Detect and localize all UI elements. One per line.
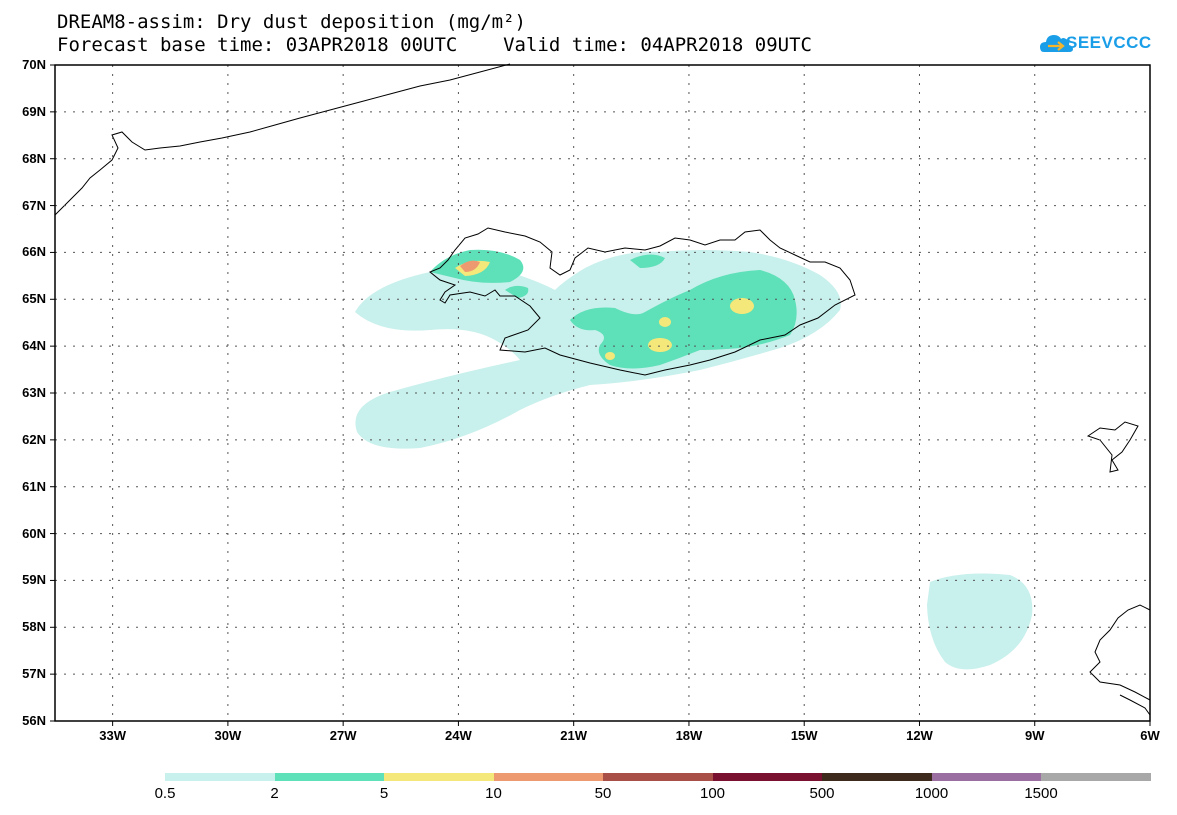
contour-2-main: [570, 270, 797, 369]
iceland-coast: [429, 227, 856, 376]
lon-label: 33W: [99, 728, 126, 743]
legend-label: 2: [270, 785, 279, 802]
lon-label: 24W: [445, 728, 472, 743]
legend-label: 5: [379, 785, 389, 802]
lon-label: 15W: [790, 728, 818, 743]
lon-label: 6W: [1140, 728, 1160, 743]
legend-swatch: [274, 773, 384, 781]
legend-label: 1000: [914, 785, 949, 802]
lat-label: 62N: [22, 431, 46, 447]
legend-swatch: [384, 773, 494, 781]
legend-label: 1500: [1024, 785, 1058, 802]
coastlines: [54, 63, 1151, 716]
lon-label: 12W: [906, 728, 933, 743]
contour-2-small: [505, 285, 529, 298]
legend-swatch: [822, 773, 932, 781]
dust-contours: [355, 249, 1033, 670]
contour-5-east: [730, 298, 754, 314]
legend-swatch: [165, 773, 275, 781]
lat-label: 64N: [22, 338, 46, 354]
lon-label: 9W: [1024, 728, 1045, 743]
faroe-coast: [1086, 421, 1139, 473]
contour-5-center: [659, 317, 671, 327]
contour-5-sw: [605, 352, 615, 360]
lon-label: 30W: [214, 728, 242, 743]
greenland-coast: [54, 63, 511, 216]
legend-swatch: [931, 773, 1041, 781]
scotland-coast: [1089, 604, 1151, 701]
legend-label: 100: [699, 785, 726, 802]
legend-swatch: [1041, 773, 1151, 781]
lat-label: 63N: [22, 385, 46, 400]
cloud-logo-icon: [1040, 35, 1073, 52]
chart-title: DREAM8-assim: Dry dust deposition (mg/m²…: [57, 11, 526, 33]
legend-label: 0.5: [154, 785, 176, 802]
hebrides-coast: [1119, 694, 1151, 716]
lat-label: 56N: [22, 713, 46, 728]
ticks: [50, 64, 1151, 726]
lat-label: 66N: [22, 244, 46, 260]
legend-label: 50: [594, 785, 612, 802]
lat-label: 69N: [22, 103, 46, 119]
lat-label: 57N: [22, 666, 46, 682]
chart-subtitle: Forecast base time: 03APR2018 00UTC Vali…: [57, 34, 812, 56]
lat-label: 59N: [22, 572, 46, 588]
contour-2-north: [630, 254, 665, 268]
lat-label: 60N: [22, 525, 46, 541]
lon-label: 18W: [675, 728, 703, 743]
grid-lines: [55, 65, 1150, 721]
logo-text: SEEVCCC: [1066, 33, 1152, 52]
contour-10-westfjords: [460, 260, 480, 272]
lon-label: 27W: [329, 728, 357, 743]
legend-colorbar: [165, 773, 1151, 781]
lat-label: 58N: [22, 619, 46, 635]
lat-label: 67N: [22, 197, 46, 213]
lat-label: 61N: [22, 478, 46, 494]
contour-0.5-south: [927, 573, 1033, 670]
lat-label: 70N: [22, 57, 46, 72]
legend-swatch: [712, 773, 822, 781]
legend-swatch: [493, 773, 603, 781]
legend-swatch: [603, 773, 713, 781]
lon-label: 21W: [560, 728, 588, 743]
legend-label: 10: [485, 785, 502, 802]
contour-5-south: [648, 338, 672, 352]
lat-label: 65N: [22, 291, 46, 307]
lat-label: 68N: [22, 150, 46, 166]
legend-label: 500: [809, 785, 835, 802]
